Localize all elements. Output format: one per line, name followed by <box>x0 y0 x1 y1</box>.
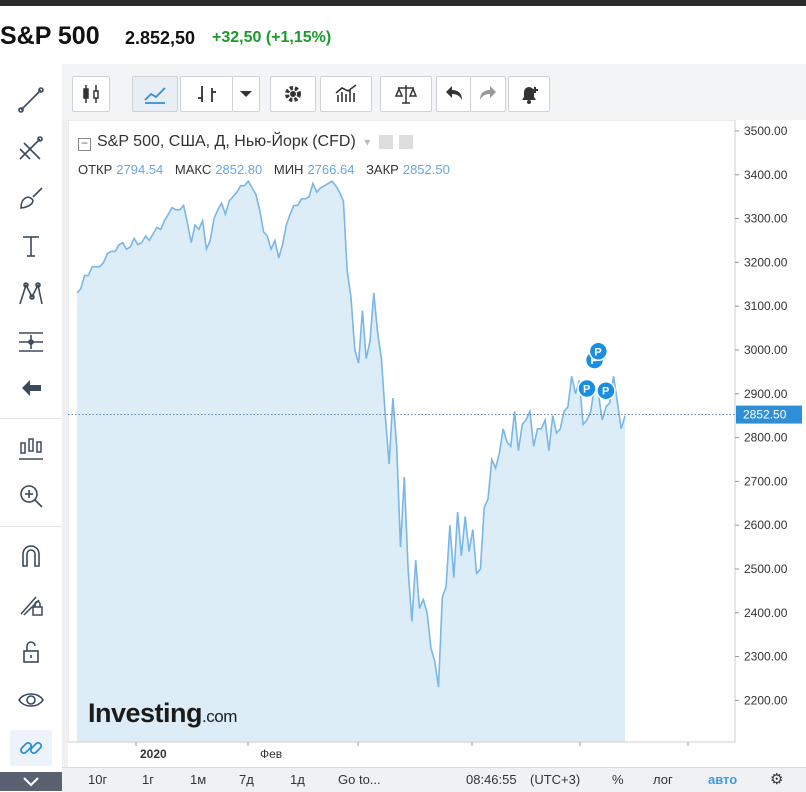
eye-icon[interactable] <box>10 682 52 718</box>
range-1m[interactable]: 1м <box>190 772 207 787</box>
bars-icon[interactable] <box>180 76 233 112</box>
unlock-icon[interactable] <box>10 634 52 670</box>
compare-icon[interactable] <box>380 76 432 112</box>
y-tick-label: 2600.00 <box>744 518 788 532</box>
current-price-label: 2852.50 <box>743 408 787 422</box>
zoom-icon[interactable] <box>10 478 52 514</box>
instrument-name: S&P 500 <box>0 22 100 50</box>
event-marker-label: P <box>583 384 590 396</box>
low-label: МИН <box>273 162 304 177</box>
link-icon[interactable] <box>10 730 52 766</box>
toolbar-divider <box>0 418 62 419</box>
y-tick-label: 3300.00 <box>744 212 788 226</box>
watermark-suffix: .com <box>202 707 237 726</box>
instrument-price: 2.852,50 <box>125 28 196 48</box>
close-label: ЗАКР <box>366 162 399 177</box>
dropdown-icon[interactable] <box>232 76 260 112</box>
y-tick-label: 2500.00 <box>744 562 788 576</box>
y-tick-label: 3200.00 <box>744 255 788 269</box>
gear-icon[interactable]: ⚙ <box>770 771 784 788</box>
log-toggle[interactable]: лог <box>653 772 673 787</box>
ohlc-values: ОТКР 2794.54 МАКС 2852.80 МИН 2766.64 ЗАКР 2… <box>78 162 458 177</box>
percent-toggle[interactable]: % <box>612 772 624 787</box>
lock-pencil-icon[interactable] <box>10 586 52 622</box>
high-label: МАКС <box>174 162 212 177</box>
area-fill <box>77 181 625 743</box>
range-10y[interactable]: 10г <box>88 772 108 787</box>
goto-date[interactable]: Go to... <box>338 772 381 787</box>
y-tick-label: 2400.00 <box>744 606 788 620</box>
x-tick-label: Фев <box>260 747 282 761</box>
toolbar-divider <box>0 526 62 527</box>
y-tick-label: 3000.00 <box>744 343 788 357</box>
visibility-icon[interactable] <box>378 134 393 149</box>
event-marker-label: P <box>591 355 598 367</box>
range-bar: 10г 1г 1м 7д 1д Go to... 08:46:55 (UTC+3… <box>62 767 806 792</box>
y-tick-label: 2300.00 <box>744 650 788 664</box>
timezone[interactable]: (UTC+3) <box>530 772 581 787</box>
trend-line-icon[interactable] <box>10 82 52 118</box>
magnet-icon[interactable] <box>10 538 52 574</box>
high-value: 2852.80 <box>215 162 263 177</box>
collapse-chevron-icon[interactable] <box>0 772 62 791</box>
y-tick-label: 3100.00 <box>744 299 788 313</box>
event-marker <box>577 378 597 399</box>
candles-icon[interactable] <box>72 76 110 112</box>
measure-icon[interactable] <box>10 324 52 360</box>
y-tick-label: 2200.00 <box>744 693 788 707</box>
chart-left-strip <box>62 120 68 767</box>
settings-small-icon[interactable] <box>399 134 414 149</box>
instrument-change: +32,50 (+1,15%) <box>212 29 332 46</box>
range-1y[interactable]: 1г <box>142 772 154 787</box>
range-1d[interactable]: 1д <box>290 772 305 787</box>
event-marker-label: P <box>602 386 609 398</box>
clock-time: 08:46:55 <box>466 772 517 787</box>
back-arrow-icon[interactable] <box>10 370 52 406</box>
y-tick-label: 2900.00 <box>744 387 788 401</box>
watermark-brand: Investing <box>88 698 203 728</box>
investing-watermark: Investing.com <box>88 698 237 729</box>
y-tick-label: 3400.00 <box>744 168 788 182</box>
chart-toolbar <box>62 64 806 121</box>
pattern-icon[interactable] <box>10 276 52 312</box>
current-price-box <box>736 405 802 424</box>
text-icon[interactable] <box>10 228 52 264</box>
undo-icon[interactable] <box>436 76 471 112</box>
settings-icon[interactable] <box>270 76 316 112</box>
price-chart[interactable]: 3500.00 3400.00 3300.00 3200.00 3100.00 3000.… <box>62 120 806 767</box>
chart-legend-title: − S&P 500, США, Д, Нью-Йорк (CFD) ▾ <box>78 133 414 151</box>
area-chart-icon[interactable] <box>132 76 178 112</box>
top-strip <box>0 0 806 6</box>
y-tick-label: 2800.00 <box>744 431 788 445</box>
event-marker-label: P <box>594 346 601 358</box>
indicators-icon[interactable] <box>10 430 52 466</box>
y-tick-label: 2700.00 <box>744 474 788 488</box>
redo-icon[interactable] <box>470 76 506 112</box>
event-marker <box>588 341 609 362</box>
indicators-icon[interactable] <box>320 76 372 112</box>
close-value: 2852.50 <box>402 162 450 177</box>
x-tick-label: 2020 <box>140 747 167 761</box>
alert-bell-icon[interactable] <box>508 76 550 112</box>
drawing-toolbar <box>0 64 63 791</box>
quote-header: S&P 500 2.852,50 +32,50 (+1,15%) <box>0 6 806 65</box>
open-value: 2794.54 <box>116 162 164 177</box>
auto-toggle[interactable]: авто <box>708 772 738 787</box>
fib-tools-icon[interactable] <box>10 132 52 168</box>
legend-symbol: S&P 500, США, Д, Нью-Йорк (CFD) <box>97 133 356 150</box>
low-value: 2766.64 <box>307 162 355 177</box>
brush-icon[interactable] <box>10 180 52 216</box>
y-tick-label: 3500.00 <box>744 124 788 138</box>
collapse-legend-icon[interactable]: − <box>78 137 91 151</box>
chart-area[interactable]: 3500.00 3400.00 3300.00 3200.00 3100.00 3000.… <box>62 120 806 767</box>
legend-dropdown-icon[interactable]: ▾ <box>364 135 371 149</box>
open-label: ОТКР <box>78 162 113 177</box>
range-7d[interactable]: 7д <box>239 772 254 787</box>
event-marker <box>596 380 616 401</box>
price-line <box>76 179 626 688</box>
